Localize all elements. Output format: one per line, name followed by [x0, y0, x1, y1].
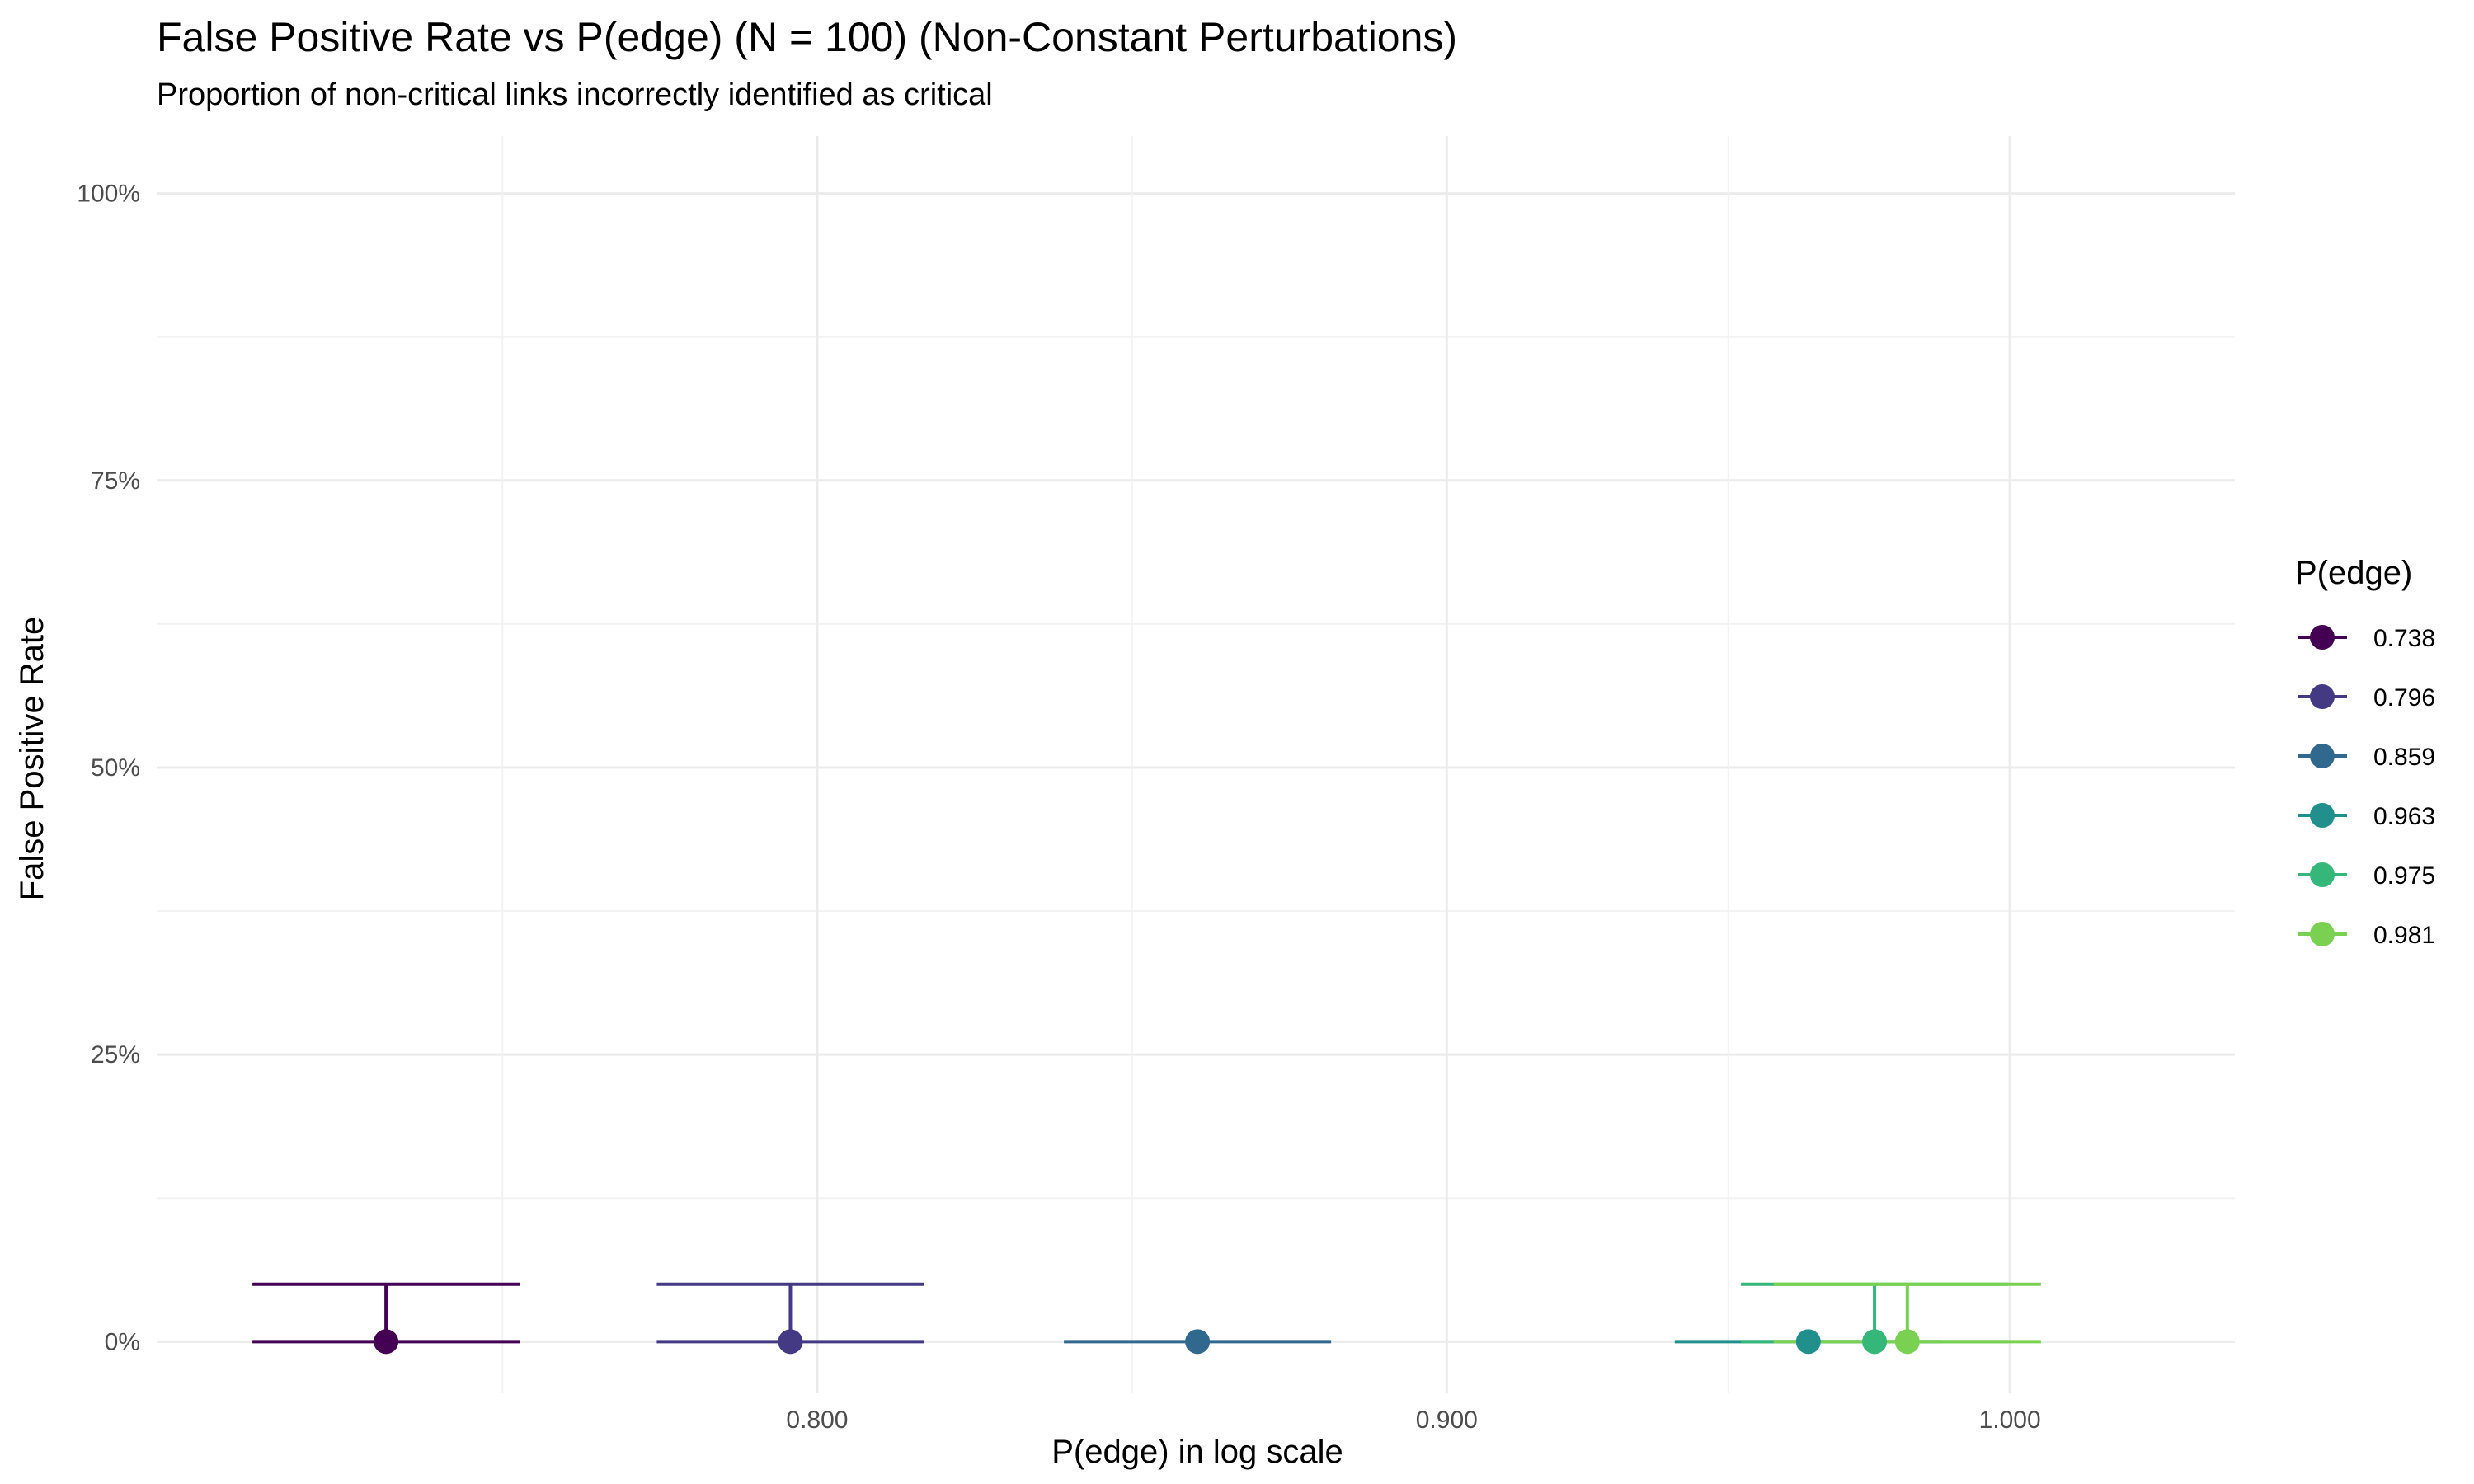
x-axis-title: P(edge) in log scale	[1051, 1434, 1343, 1470]
legend-key-point	[2310, 922, 2335, 946]
legend-item-0.796: 0.796	[2298, 684, 2435, 711]
legend-item-0.963: 0.963	[2298, 803, 2435, 830]
data-point-0.859	[1185, 1329, 1211, 1355]
legend-item-0.738: 0.738	[2298, 625, 2435, 652]
x-tick-label: 0.800	[786, 1407, 848, 1434]
legend-key-point	[2310, 625, 2335, 650]
legend-item-0.975: 0.975	[2298, 862, 2435, 890]
legend-title: P(edge)	[2295, 555, 2412, 591]
x-axis-ticks: 0.800 0.900 1.000	[786, 1407, 2040, 1434]
data-point-0.981	[1894, 1329, 1920, 1355]
y-axis-ticks: 0% 25% 50% 75% 100%	[77, 181, 140, 1356]
legend-label: 0.796	[2373, 684, 2435, 711]
data-point-0.738	[374, 1329, 399, 1355]
data-point-0.963	[1795, 1329, 1821, 1355]
y-tick-label: 100%	[77, 181, 140, 208]
y-axis-title: False Positive Rate	[14, 617, 50, 901]
x-tick-label: 0.900	[1416, 1407, 1478, 1434]
data-point-0.796	[778, 1329, 803, 1355]
y-tick-label: 0%	[105, 1328, 140, 1355]
data-point-0.975	[1862, 1329, 1888, 1355]
legend-item-0.859: 0.859	[2298, 744, 2435, 771]
legend: P(edge) 0.738 0.796 0.859 0.963 0.975 0.981	[2295, 555, 2435, 949]
chart-subtitle: Proportion of non-critical links incorre…	[157, 77, 993, 112]
legend-label: 0.963	[2373, 803, 2435, 830]
gridlines	[157, 136, 2235, 1393]
legend-key-point	[2310, 684, 2335, 709]
legend-key-point	[2310, 744, 2335, 768]
y-tick-label: 25%	[91, 1041, 140, 1068]
plot-marks	[252, 1282, 2041, 1355]
legend-key-point	[2310, 803, 2335, 828]
legend-label: 0.738	[2373, 625, 2435, 652]
legend-item-0.981: 0.981	[2298, 922, 2435, 949]
legend-label: 0.981	[2373, 922, 2435, 949]
chart-title: False Positive Rate vs P(edge) (N = 100)…	[157, 14, 1457, 60]
y-tick-label: 50%	[91, 754, 140, 782]
legend-key-point	[2310, 862, 2335, 887]
x-tick-label: 1.000	[1979, 1407, 2041, 1434]
legend-label: 0.859	[2373, 744, 2435, 771]
legend-label: 0.975	[2373, 862, 2435, 890]
y-tick-label: 75%	[91, 467, 140, 495]
